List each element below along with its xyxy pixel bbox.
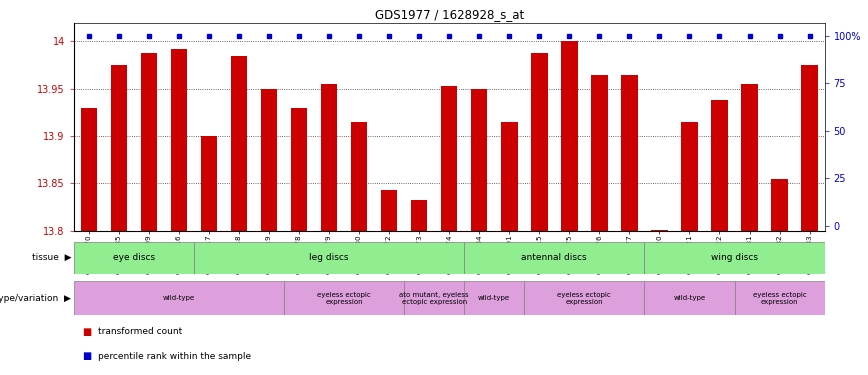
Bar <box>141 53 157 231</box>
Bar <box>321 84 338 231</box>
Text: wild-type: wild-type <box>163 295 195 301</box>
Bar <box>291 108 307 231</box>
Bar <box>591 75 608 231</box>
Bar <box>621 75 638 231</box>
Text: tissue  ▶: tissue ▶ <box>31 254 71 262</box>
Bar <box>381 190 398 231</box>
Bar <box>741 84 758 231</box>
Text: wing discs: wing discs <box>711 254 758 262</box>
Text: eyeless ectopic
expression: eyeless ectopic expression <box>557 292 611 304</box>
Bar <box>644 242 825 274</box>
Bar <box>110 65 127 231</box>
Bar <box>501 122 517 231</box>
Bar <box>171 49 187 231</box>
Text: wild-type: wild-type <box>478 295 510 301</box>
Bar <box>464 242 644 274</box>
Text: transformed count: transformed count <box>98 327 182 336</box>
Title: GDS1977 / 1628928_s_at: GDS1977 / 1628928_s_at <box>375 8 523 21</box>
Bar <box>74 281 284 315</box>
Bar <box>74 242 194 274</box>
Text: genotype/variation  ▶: genotype/variation ▶ <box>0 294 71 303</box>
Bar <box>260 89 277 231</box>
Text: antennal discs: antennal discs <box>522 254 587 262</box>
Bar <box>772 178 788 231</box>
Bar <box>801 65 818 231</box>
Text: ■: ■ <box>82 351 92 361</box>
Bar <box>464 281 524 315</box>
Text: eye discs: eye discs <box>113 254 155 262</box>
Bar <box>194 242 464 274</box>
Bar <box>231 56 247 231</box>
Bar <box>681 122 698 231</box>
Bar <box>411 200 427 231</box>
Bar <box>471 89 488 231</box>
Bar <box>524 281 644 315</box>
Text: ■: ■ <box>82 327 92 337</box>
Text: eyeless ectopic
expression: eyeless ectopic expression <box>317 292 371 304</box>
Bar <box>561 41 577 231</box>
Text: leg discs: leg discs <box>309 254 349 262</box>
Text: percentile rank within the sample: percentile rank within the sample <box>98 352 251 361</box>
Bar <box>644 281 734 315</box>
Bar <box>81 108 97 231</box>
Text: wild-type: wild-type <box>674 295 706 301</box>
Bar <box>404 281 464 315</box>
Bar <box>351 122 367 231</box>
Bar <box>201 136 217 231</box>
Bar <box>711 100 727 231</box>
Bar <box>734 281 825 315</box>
Bar <box>531 53 548 231</box>
Bar <box>284 281 404 315</box>
Bar <box>651 230 667 231</box>
Bar <box>441 86 457 231</box>
Text: ato mutant, eyeless
ectopic expression: ato mutant, eyeless ectopic expression <box>399 292 469 304</box>
Text: eyeless ectopic
expression: eyeless ectopic expression <box>753 292 806 304</box>
